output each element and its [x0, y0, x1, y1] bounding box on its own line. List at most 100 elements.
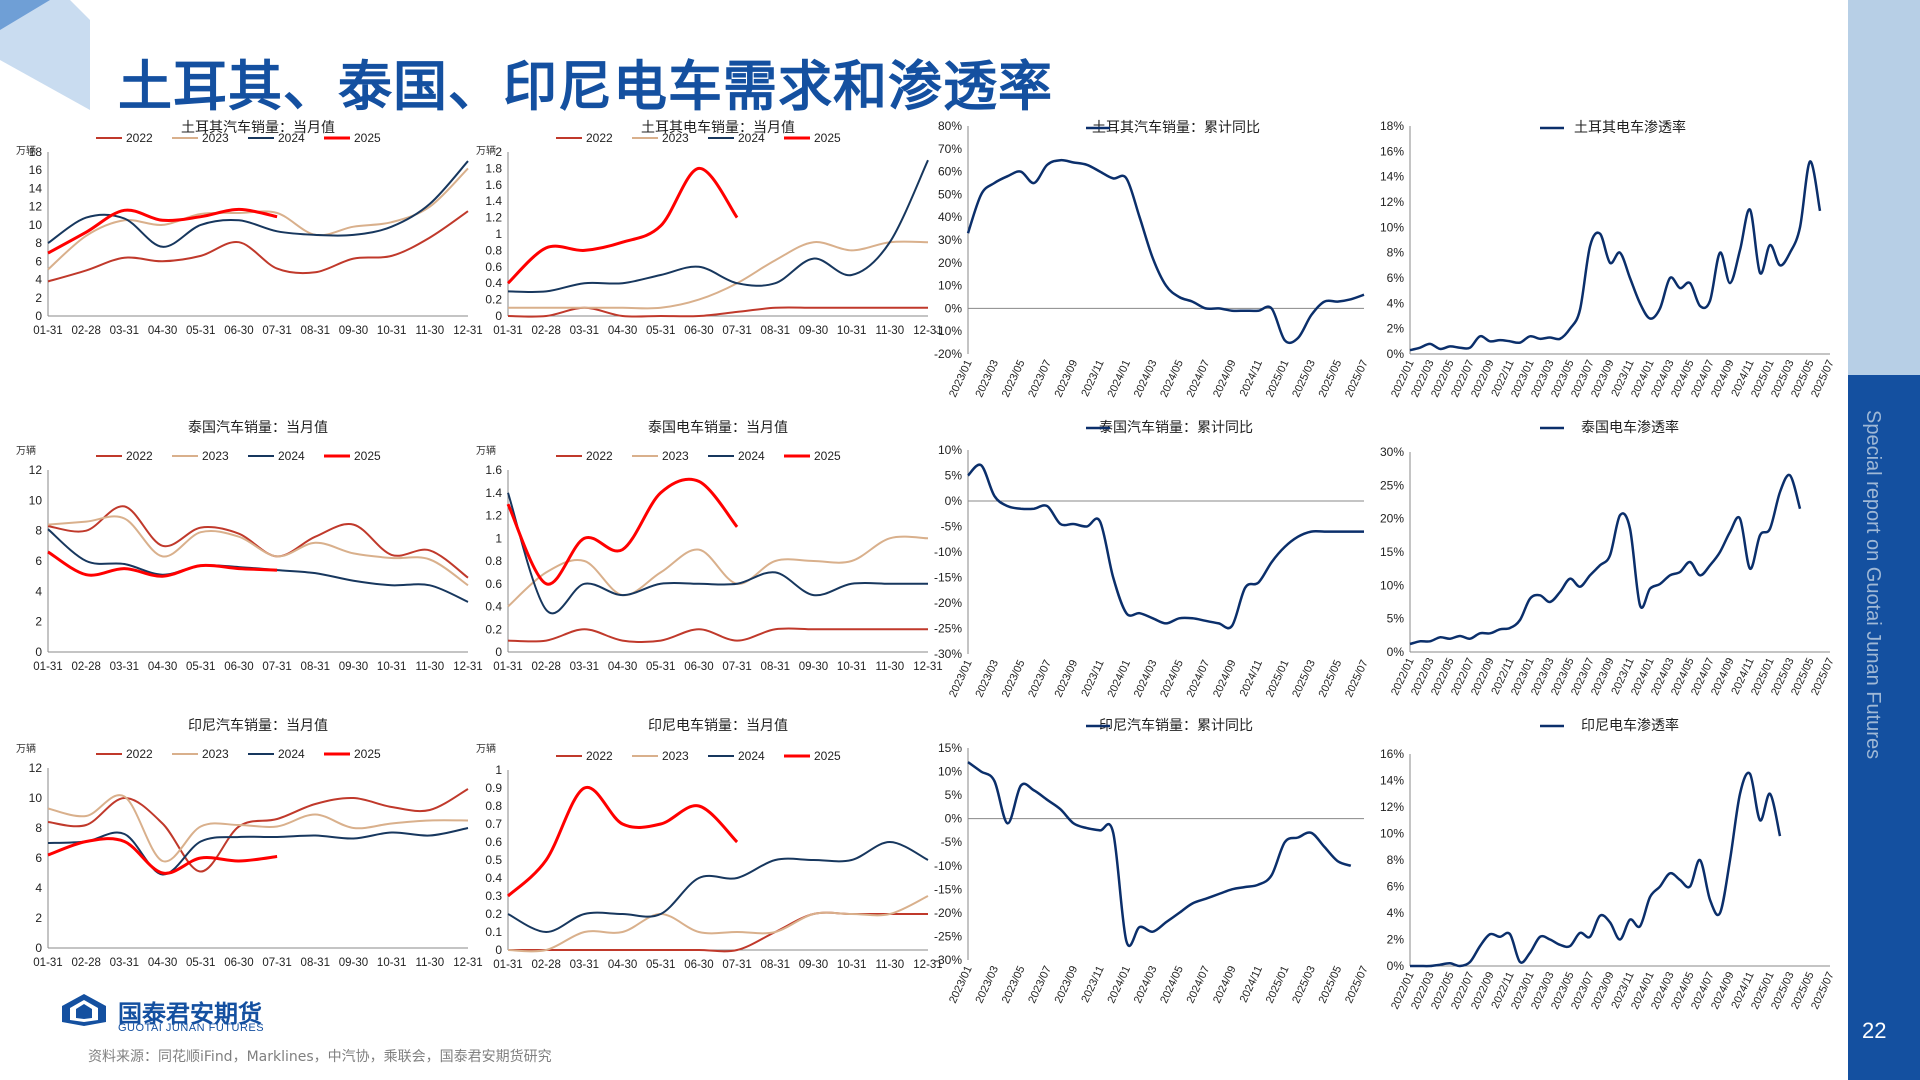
chart-title: 印尼汽车销量：累计同比: [1099, 717, 1253, 733]
legend-label: 2025: [354, 449, 381, 463]
y-tick-label: 10: [29, 493, 43, 507]
legend-label: 2024: [738, 449, 765, 463]
series-line-2022: [507, 627, 928, 644]
y-tick-label: 2: [495, 145, 502, 159]
y-tick-label: -5%: [941, 835, 963, 849]
unit-label: 万辆: [476, 742, 496, 755]
chart-title: 土耳其汽车销量：当月值: [181, 119, 335, 135]
x-tick-label: 2024/03: [1132, 358, 1160, 399]
y-tick-label: -30%: [934, 647, 962, 661]
y-tick-label: 0.8: [485, 554, 502, 568]
y-tick-label: 16: [29, 163, 43, 177]
x-tick-label: 03-31: [570, 661, 599, 673]
x-tick-label: 2023/03: [973, 658, 1001, 699]
x-tick-label: 2024/09: [1211, 964, 1239, 1005]
y-tick-label: 10: [29, 218, 43, 232]
legend-label: 2024: [738, 749, 765, 763]
side-band-top: [1848, 0, 1920, 375]
page-number: 22: [1862, 1018, 1887, 1043]
y-tick-label: 1.4: [485, 486, 502, 500]
x-tick-label: 03-31: [110, 957, 139, 969]
y-tick-label: 0.8: [485, 243, 502, 257]
x-tick-label: 2023/11: [1079, 658, 1106, 698]
y-tick-label: 70%: [938, 142, 962, 156]
y-tick-label: 0.2: [485, 907, 502, 921]
x-tick-label: 2024/05: [1158, 358, 1186, 399]
series-line-2022: [507, 306, 928, 318]
y-tick-label: -10%: [934, 859, 962, 873]
x-tick-label: 2024/01: [1105, 658, 1133, 699]
x-tick-label: 01-31: [33, 661, 62, 673]
x-tick-label: 2025/05: [1317, 964, 1345, 1005]
y-tick-label: 6%: [1387, 880, 1405, 894]
legend-label: 2022: [126, 131, 153, 145]
x-tick-label: 2023/11: [1079, 358, 1106, 398]
y-tick-label: 0%: [945, 494, 963, 508]
y-tick-label: -20%: [934, 596, 962, 610]
y-tick-label: 5%: [945, 788, 963, 802]
y-tick-label: 2%: [1387, 933, 1405, 947]
y-tick-label: 6: [35, 554, 42, 568]
legend-label: 2022: [126, 449, 153, 463]
y-tick-label: -15%: [934, 882, 962, 896]
legend-label: 2022: [586, 749, 613, 763]
y-tick-label: 0: [35, 309, 42, 323]
y-tick-label: 0.7: [485, 817, 502, 831]
corner-decoration: [0, 0, 90, 110]
x-tick-label: 10-31: [377, 957, 406, 969]
logo-icon: [62, 994, 106, 1026]
y-tick-label: 80%: [938, 119, 962, 133]
x-tick-label: 2024/11: [1238, 358, 1265, 398]
x-tick-label: 12-31: [913, 325, 942, 337]
series-line-2024: [47, 827, 469, 876]
y-tick-label: -5%: [941, 520, 963, 534]
x-tick-label: 2024/11: [1238, 658, 1265, 698]
y-tick-label: 12: [29, 200, 43, 214]
x-tick-label: 12-31: [453, 957, 482, 969]
series-line-2025: [506, 477, 739, 586]
y-tick-label: 8: [35, 236, 42, 250]
y-tick-label: 0.6: [485, 577, 502, 591]
y-tick-label: 10%: [1380, 220, 1404, 234]
y-tick-label: 0.6: [485, 835, 502, 849]
series-line-2025: [506, 166, 739, 285]
unit-label: 万辆: [16, 144, 36, 157]
x-tick-label: 2023/09: [1053, 658, 1081, 699]
x-tick-label: 05-31: [186, 661, 215, 673]
chart-indonesia-car-yoy: 印尼汽车销量：累计同比 -30% -25% -20% -15% -10% -5% 0% 5% 10…: [934, 717, 1371, 1005]
y-tick-label: 0.8: [485, 799, 502, 813]
y-tick-label: 0.5: [485, 853, 502, 867]
y-tick-label: 1.2: [485, 211, 502, 225]
y-tick-label: 15%: [1380, 545, 1404, 559]
unit-label: 万辆: [16, 444, 36, 457]
chart-title: 泰国电车销量：当月值: [648, 419, 788, 435]
x-tick-label: 2024/09: [1211, 358, 1239, 399]
series-line-2023: [507, 240, 929, 310]
series-line-2025: [47, 550, 278, 578]
x-tick-label: 08-31: [301, 957, 330, 969]
y-tick-label: 25%: [1380, 478, 1404, 492]
x-tick-label: 2023/01: [947, 964, 975, 1005]
x-tick-label: 2025/03: [1290, 358, 1318, 399]
x-tick-label: 07-31: [262, 957, 291, 969]
y-tick-label: 15%: [938, 741, 962, 755]
x-tick-label: 07-31: [722, 959, 751, 971]
x-tick-label: 01-31: [493, 661, 522, 673]
x-tick-label: 2023/07: [1026, 358, 1054, 399]
x-tick-label: 2023/01: [947, 358, 975, 399]
x-tick-label: 11-30: [416, 957, 445, 969]
x-tick-label: 2025/05: [1317, 658, 1345, 699]
y-tick-label: 0%: [1387, 959, 1405, 973]
x-tick-label: 2023/07: [1026, 964, 1054, 1005]
y-tick-label: 1.6: [485, 463, 502, 477]
legend-label: 2024: [278, 449, 305, 463]
x-tick-label: 06-30: [684, 325, 713, 337]
y-tick-label: 2: [35, 615, 42, 629]
x-tick-label: 03-31: [110, 661, 139, 673]
y-tick-label: -25%: [934, 929, 962, 943]
y-tick-label: 0%: [945, 301, 963, 315]
x-tick-label: 2023/03: [973, 964, 1001, 1005]
y-tick-label: 6: [35, 254, 42, 268]
x-tick-label: 2025/05: [1317, 358, 1345, 399]
